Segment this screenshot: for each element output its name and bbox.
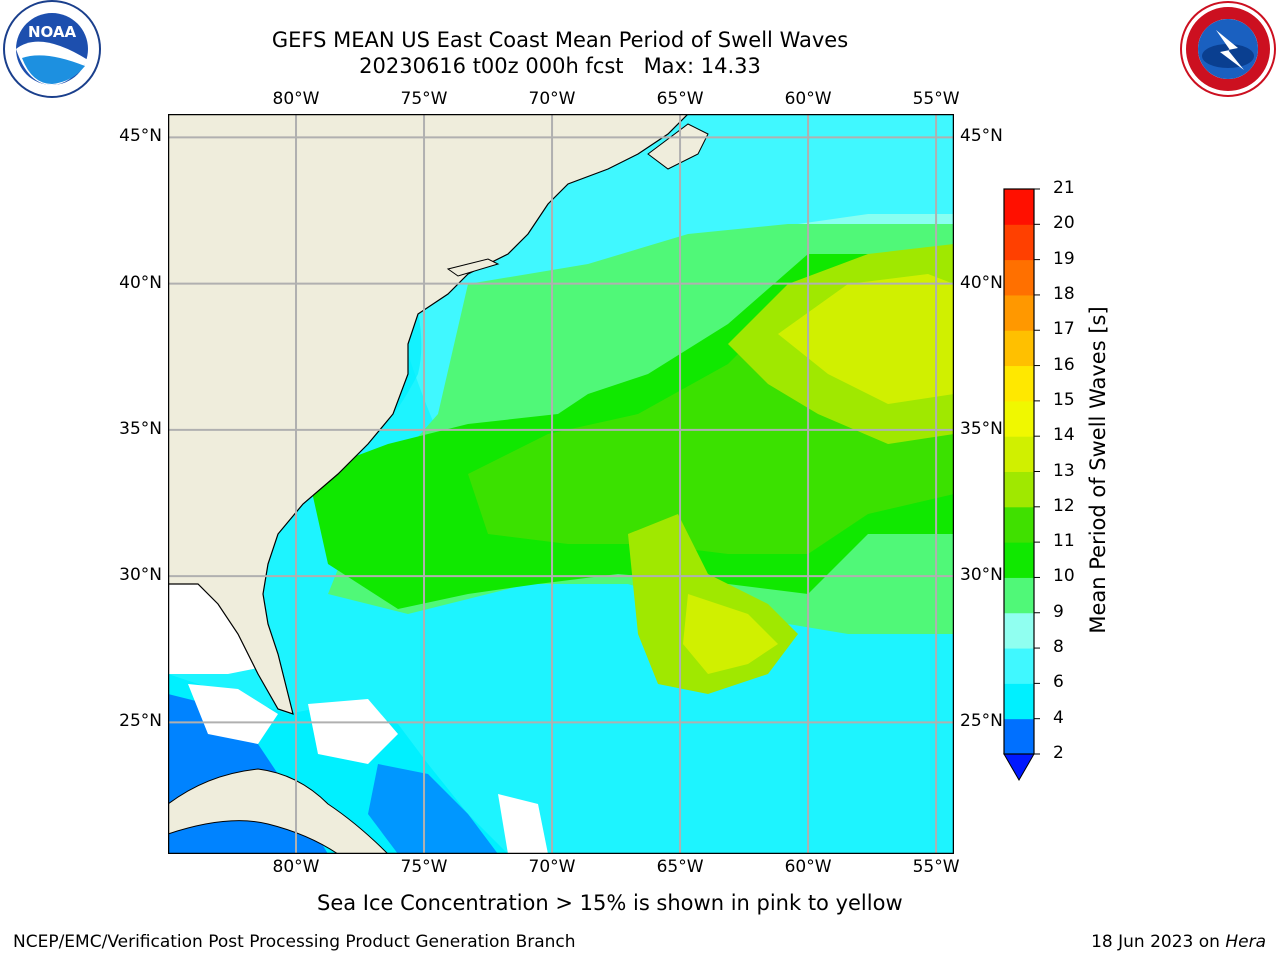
colorbar-tick-1: 4 <box>1053 707 1064 728</box>
colorbar-tick-14: 19 <box>1053 248 1075 269</box>
lat-tick-right-1: 40°N <box>960 272 1003 293</box>
colorbar-segment-6 <box>1004 506 1034 543</box>
colorbar-segment-10 <box>1004 365 1034 402</box>
swell-band-13-14-north <box>778 274 954 404</box>
missing-patch-3 <box>498 794 548 854</box>
colorbar-tick-16: 21 <box>1053 178 1075 198</box>
colorbar-segment-7 <box>1004 471 1034 508</box>
sea-ice-caption: Sea Ice Concentration > 15% is shown in … <box>317 891 903 915</box>
lon-tick-top-3: 65°W <box>656 89 704 109</box>
lat-tick-left-4: 25°N <box>119 711 162 732</box>
colorbar-tick-2: 6 <box>1053 672 1064 693</box>
lon-tick-top-0: 80°W <box>272 89 320 109</box>
colorbar-tick-12: 17 <box>1053 319 1075 340</box>
lon-tick-bottom-2: 70°W <box>528 857 576 877</box>
colorbar-segment-11 <box>1004 330 1034 367</box>
lon-tick-bottom-1: 75°W <box>400 857 448 877</box>
missing-patch-1 <box>188 684 278 744</box>
nova-scotia <box>647 123 709 170</box>
cuba-land <box>168 768 389 854</box>
lat-tick-left-1: 40°N <box>119 272 162 293</box>
lon-tick-top-5: 55°W <box>912 89 960 109</box>
lon-tick-bottom-5: 55°W <box>912 857 960 877</box>
graticule <box>168 114 954 854</box>
map-frame <box>167 113 955 855</box>
swell-band-13-14-south <box>683 594 778 674</box>
map-canvas <box>167 113 955 855</box>
colorbar-segment-8 <box>1004 436 1034 472</box>
lat-tick-right-0: 45°N <box>960 126 1003 147</box>
colorbar-segment-5 <box>1004 542 1034 578</box>
colorbar-tick-15: 20 <box>1053 213 1075 234</box>
colorbar-tick-5: 10 <box>1053 566 1075 587</box>
colorbar-segment-3 <box>1004 612 1034 649</box>
missing-patch-2 <box>308 699 398 764</box>
footer-date: 18 Jun 2023 on Hera <box>1091 932 1266 952</box>
footer-credit: NCEP/EMC/Verification Post Processing Pr… <box>13 932 576 952</box>
colorbar-segment-12 <box>1004 294 1034 331</box>
colorbar-segment-2 <box>1004 648 1034 684</box>
lat-tick-right-3: 30°N <box>960 565 1003 586</box>
us-mainland <box>168 114 689 715</box>
noaa-logo: NOAA <box>0 0 104 100</box>
colorbar-segment-9 <box>1004 400 1034 437</box>
figure-title: GEFS MEAN US East Coast Mean Period of S… <box>160 27 960 79</box>
footer-host: Hera <box>1225 932 1266 952</box>
colorbar-tick-8: 13 <box>1053 460 1075 481</box>
colorbar-tick-13: 18 <box>1053 283 1075 304</box>
map-panel <box>167 113 955 855</box>
lat-tick-left-0: 45°N <box>119 126 162 147</box>
lon-tick-top-1: 75°W <box>400 89 448 109</box>
footer-date-text: 18 Jun 2023 on <box>1091 932 1226 952</box>
colorbar-segment-13 <box>1004 259 1034 296</box>
lat-tick-right-4: 25°N <box>960 711 1003 732</box>
title-line-1: GEFS MEAN US East Coast Mean Period of S… <box>271 28 849 52</box>
colorbar-tick-6: 11 <box>1053 531 1075 552</box>
colorbar <box>994 180 1054 790</box>
colorbar-tick-10: 15 <box>1053 389 1075 410</box>
lon-tick-top-4: 60°W <box>784 89 832 109</box>
noaa-logo-text: NOAA <box>28 23 77 41</box>
colorbar-tick-7: 12 <box>1053 495 1075 516</box>
lon-tick-bottom-0: 80°W <box>272 857 320 877</box>
nws-logo <box>1176 0 1280 100</box>
lon-tick-bottom-3: 65°W <box>656 857 704 877</box>
colorbar-segment-0 <box>1004 718 1034 755</box>
title-line-2: 20230616 t00z 000h fcst Max: 14.33 <box>359 54 761 78</box>
lat-tick-left-2: 35°N <box>119 418 162 439</box>
colorbar-label: Mean Period of Swell Waves [s] <box>1086 306 1110 634</box>
colorbar-segment-14 <box>1004 224 1034 261</box>
lon-tick-top-2: 70°W <box>528 89 576 109</box>
colorbar-tick-11: 16 <box>1053 354 1075 375</box>
colorbar-tick-0: 2 <box>1053 743 1064 763</box>
bahamas-blue <box>368 764 498 854</box>
colorbar-segment-4 <box>1004 577 1034 614</box>
lon-tick-bottom-4: 60°W <box>784 857 832 877</box>
colorbar-under-triangle <box>1003 753 1035 782</box>
colorbar-segment-15 <box>1004 189 1034 225</box>
colorbar-tick-9: 14 <box>1053 425 1075 446</box>
colorbar-segment-1 <box>1004 683 1034 720</box>
colorbar-graphic <box>1003 188 1040 782</box>
colorbar-tick-3: 8 <box>1053 637 1064 658</box>
colorbar-tick-4: 9 <box>1053 601 1064 622</box>
lat-tick-right-2: 35°N <box>960 418 1003 439</box>
lat-tick-left-3: 30°N <box>119 565 162 586</box>
long-island <box>446 258 500 277</box>
